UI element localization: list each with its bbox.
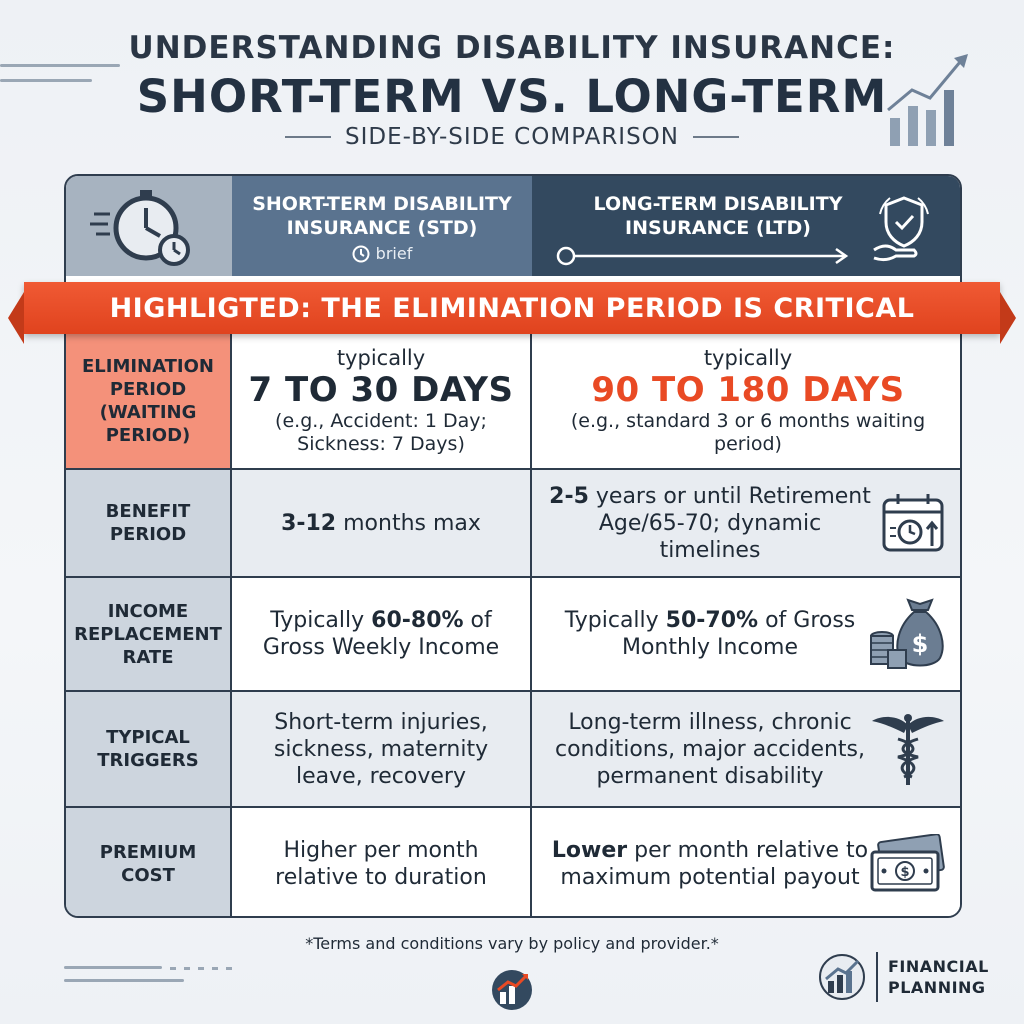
decorative-dots: [170, 967, 232, 970]
svg-text:$: $: [900, 865, 909, 880]
std-cell: Short-term injuries, sickness, maternity…: [232, 692, 532, 806]
header-std-title: SHORT-TERM DISABILITY INSURANCE (STD): [252, 193, 512, 239]
caduceus-icon: [872, 714, 944, 785]
row-label: TYPICAL TRIGGERS: [66, 692, 232, 806]
ltd-cell: Lower per month relative to maximum pote…: [532, 808, 960, 916]
std-rest: of Gross Weekly Income: [262, 608, 500, 660]
page-title-line2: SHORT-TERM VS. LONG-TERM: [136, 70, 888, 123]
subtitle-rule-left: [285, 136, 331, 138]
row-label: INCOME REPLACEMENT RATE: [66, 578, 232, 690]
std-cell: Higher per month relative to duration: [232, 808, 532, 916]
ltd-text: Typically 50-70% of Gross Monthly Income: [546, 607, 874, 661]
decorative-bottom-lines: [64, 966, 184, 992]
ltd-text: 2-5 years or until Retirement Age/65-70;…: [546, 483, 874, 564]
subtitle-rule-right: [693, 136, 739, 138]
cash-icon: $: [870, 834, 945, 892]
std-text: Typically 60-80% of Gross Weekly Income: [242, 607, 520, 661]
header-corner: [66, 176, 232, 276]
ltd-pre: Typically: [564, 608, 666, 633]
ltd-cell: 2-5 years or until Retirement Age/65-70;…: [532, 470, 960, 576]
row-elimination-period: ELIMINATION PERIOD (WAITING PERIOD) typi…: [66, 332, 960, 468]
highlight-banner: HIGHLIGTED: THE ELIMINATION PERIOD IS CR…: [8, 282, 1016, 344]
clock-icon: [352, 245, 370, 262]
growth-chart-icon: [887, 54, 968, 146]
ltd-pre: typically: [703, 345, 793, 370]
header-std-tag: brief: [232, 244, 532, 263]
ltd-text: Long-term illness, chronic conditions, m…: [555, 709, 865, 789]
header-ltd: LONG-TERM DISABILITY INSURANCE (LTD): [532, 176, 960, 276]
ltd-cell: Long-term illness, chronic conditions, m…: [532, 692, 960, 806]
ltd-bold: Lower: [551, 838, 628, 863]
ltd-text: Lower per month relative to maximum pote…: [546, 837, 874, 891]
ltd-cell: Typically 50-70% of Gross Monthly Income…: [532, 578, 960, 690]
row-premium-cost: PREMIUM COST Higher per month relative t…: [66, 806, 960, 916]
ltd-bold: 2-5: [549, 483, 589, 509]
brand-chart-icon: [819, 954, 865, 1000]
ltd-rest: per month relative to maximum potential …: [560, 838, 869, 890]
row-typical-triggers: TYPICAL TRIGGERS Short-term injuries, si…: [66, 690, 960, 806]
header-ltd-title: LONG-TERM DISABILITY INSURANCE (LTD): [593, 193, 843, 239]
ltd-rest: of Gross Monthly Income: [621, 608, 856, 660]
header-std: SHORT-TERM DISABILITY INSURANCE (STD) br…: [232, 176, 532, 276]
std-text: Short-term injuries, sickness, maternity…: [273, 709, 489, 789]
std-text: Higher per month relative to duration: [275, 838, 487, 890]
std-pre: Typically: [270, 608, 372, 633]
ltd-note: (e.g., standard 3 or 6 months waiting pe…: [570, 409, 926, 455]
calendar-clock-icon: [882, 494, 944, 552]
brand-line1: FINANCIAL: [888, 957, 989, 976]
std-cell: typically 7 TO 30 DAYS (e.g., Accident: …: [232, 334, 532, 468]
money-bag-icon: $: [870, 598, 944, 669]
ltd-rest: years or until Retirement Age/65-70; dyn…: [588, 483, 871, 563]
std-note: (e.g., Accident: 1 Day; Sickness: 7 Days…: [275, 409, 487, 455]
row-label: PREMIUM COST: [66, 808, 232, 916]
page-title-line1: UNDERSTANDING DISABILITY INSURANCE:: [128, 30, 896, 66]
row-income-replacement: INCOME REPLACEMENT RATE Typically 60-80%…: [66, 576, 960, 690]
shield-hand-icon: [873, 196, 929, 262]
page-subtitle: SIDE-BY-SIDE COMPARISON: [345, 124, 679, 150]
std-main: 7 TO 30 DAYS: [248, 369, 514, 410]
subtitle-row: SIDE-BY-SIDE COMPARISON: [0, 124, 1024, 150]
table-header: SHORT-TERM DISABILITY INSURANCE (STD) br…: [66, 176, 960, 276]
header-std-tag-text: brief: [375, 244, 413, 263]
std-text: 3-12 months max: [281, 510, 481, 537]
ltd-bold: 50-70%: [665, 608, 759, 633]
brand-separator: [876, 952, 878, 1002]
decorative-lines: [0, 64, 120, 94]
std-bold: 3-12: [281, 510, 337, 536]
ltd-main: 90 TO 180 DAYS: [591, 369, 905, 410]
std-pre: typically: [336, 345, 426, 370]
std-cell: 3-12 months max: [232, 470, 532, 576]
std-bold: 60-80%: [371, 608, 464, 633]
svg-text:$: $: [912, 630, 929, 658]
brand-text: FINANCIAL PLANNING: [888, 956, 989, 998]
brand-line2: PLANNING: [888, 978, 986, 997]
row-label: ELIMINATION PERIOD (WAITING PERIOD): [66, 334, 232, 468]
footnote: *Terms and conditions vary by policy and…: [305, 934, 719, 953]
timeline-arrow-icon: [556, 246, 849, 266]
row-label: BENEFIT PERIOD: [66, 470, 232, 576]
brand-logo: FINANCIAL PLANNING: [818, 952, 989, 1002]
row-benefit-period: BENEFIT PERIOD 3-12 months max 2-5 years…: [66, 468, 960, 576]
logo-emblem-icon: [492, 970, 532, 1010]
std-rest: months max: [336, 510, 481, 536]
stopwatch-icon: [90, 190, 190, 266]
std-cell: Typically 60-80% of Gross Weekly Income: [232, 578, 532, 690]
ltd-cell: typically 90 TO 180 DAYS (e.g., standard…: [532, 334, 960, 468]
